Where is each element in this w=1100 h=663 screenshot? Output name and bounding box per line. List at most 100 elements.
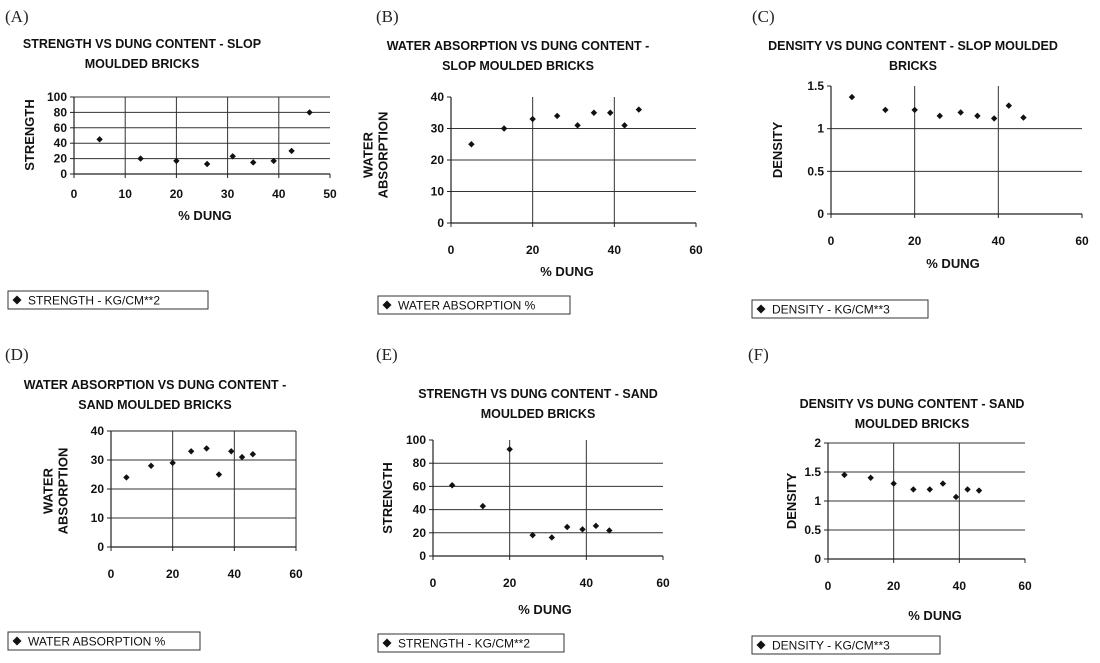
x-tick-label: 20 [526, 243, 540, 257]
x-tick-label: 40 [228, 567, 242, 581]
x-tick-label: 40 [608, 243, 622, 257]
data-point [592, 522, 600, 530]
chart-title-line: BRICKS [889, 59, 937, 73]
data-point [990, 115, 998, 122]
data-point [173, 157, 180, 165]
legend: DENSITY - KG/CM**3 [751, 635, 941, 655]
y-axis-label: WATER [41, 467, 56, 514]
legend-label: DENSITY - KG/CM**3 [772, 302, 890, 316]
data-point [890, 480, 897, 487]
x-tick-label: 30 [221, 187, 235, 201]
chart-title-line: MOULDED BRICKS [85, 57, 200, 71]
y-axis-label: DENSITY [770, 122, 785, 179]
data-point [964, 486, 971, 493]
x-tick-label: 20 [166, 567, 180, 581]
data-point [553, 112, 561, 120]
y-axis-label: ABSORPTION [376, 112, 391, 199]
data-point [500, 125, 508, 132]
data-point [123, 474, 130, 481]
legend-marker [756, 640, 766, 650]
data-point [882, 106, 889, 114]
data-point [249, 451, 257, 458]
x-axis-label: % DUNG [926, 256, 979, 271]
data-point [975, 487, 983, 494]
y-tick-label: 100 [406, 433, 426, 447]
chart-a: (A) STRENGTH VS DUNG CONTENT - SLOP MOULDE… [5, 7, 337, 310]
legend-label: STRENGTH - KG/CM**2 [28, 293, 160, 307]
x-tick-label: 10 [119, 187, 133, 201]
data-point [448, 482, 456, 489]
y-tick-label: 20 [431, 153, 445, 167]
x-tick-label: 40 [992, 234, 1006, 248]
y-tick-label: 20 [54, 152, 68, 166]
legend: WATER ABSORPTION % [7, 631, 201, 651]
chart-title-line: DENSITY VS DUNG CONTENT - SLOP MOULDED [768, 39, 1058, 53]
legend-box [7, 631, 201, 651]
legend-box [377, 633, 565, 653]
legend-label: DENSITY - KG/CM**3 [772, 638, 890, 652]
y-tick-label: 10 [431, 185, 445, 199]
x-axis-label: % DUNG [908, 608, 961, 623]
y-tick-label: 30 [91, 453, 105, 467]
data-point [187, 448, 195, 455]
data-point [867, 474, 874, 481]
y-tick-label: 0 [437, 216, 444, 230]
legend: WATER ABSORPTION % [377, 295, 571, 315]
data-point [96, 136, 103, 143]
legend-marker [756, 304, 766, 314]
x-axis-label: % DUNG [178, 208, 231, 223]
x-axis-label: % DUNG [518, 602, 571, 617]
legend: STRENGTH - KG/CM**2 [7, 290, 209, 310]
data-point [607, 109, 614, 116]
legend-marker [12, 295, 22, 305]
chart-title-line: STRENGTH VS DUNG CONTENT - SAND [418, 387, 658, 401]
y-axis-label: WATER [361, 131, 376, 178]
x-tick-label: 0 [430, 576, 437, 590]
data-point [147, 462, 155, 469]
x-tick-label: 60 [656, 576, 670, 590]
y-tick-label: 0 [60, 167, 67, 181]
data-point [926, 486, 933, 493]
data-point [468, 141, 475, 148]
y-tick-label: 60 [54, 121, 68, 135]
x-tick-label: 0 [448, 243, 455, 257]
y-axis-label: STRENGTH [22, 99, 37, 171]
x-tick-label: 50 [323, 187, 337, 201]
panel-label-a: (A) [5, 7, 29, 26]
data-point [841, 471, 848, 479]
panel-label-d: (D) [5, 345, 29, 364]
x-tick-label: 20 [170, 187, 184, 201]
data-point [574, 122, 581, 129]
legend-box [7, 290, 209, 310]
chart-f: (F) DENSITY VS DUNG CONTENT - SAND MOULDED… [748, 345, 1032, 655]
y-tick-label: 1.5 [807, 79, 824, 93]
data-point [238, 453, 246, 461]
x-tick-label: 0 [108, 567, 115, 581]
legend: STRENGTH - KG/CM**2 [377, 633, 565, 653]
legend-box [751, 299, 929, 319]
data-point [590, 109, 598, 116]
panel-label-c: (C) [752, 7, 775, 26]
y-tick-label: 40 [413, 503, 427, 517]
x-tick-label: 40 [953, 579, 967, 593]
chart-c: (C) DENSITY VS DUNG CONTENT - SLOP MOULDE… [751, 7, 1089, 319]
x-tick-label: 0 [71, 187, 78, 201]
y-axis-label: ABSORPTION [56, 448, 71, 535]
legend: DENSITY - KG/CM**3 [751, 299, 929, 319]
chart-title-line: WATER ABSORPTION VS DUNG CONTENT - [387, 39, 650, 53]
x-tick-label: 60 [1018, 579, 1032, 593]
y-axis-label: STRENGTH [380, 462, 395, 534]
data-point [506, 446, 513, 453]
data-point [250, 159, 257, 166]
chart-title-line: WATER ABSORPTION VS DUNG CONTENT - [24, 378, 287, 392]
x-axis-label: % DUNG [540, 264, 593, 279]
y-tick-label: 60 [413, 479, 427, 493]
x-tick-label: 20 [503, 576, 517, 590]
panel-label-e: (E) [376, 345, 398, 364]
legend-marker [382, 638, 392, 648]
data-point [1020, 114, 1027, 121]
data-point [529, 531, 536, 539]
data-point [288, 147, 295, 155]
data-point [563, 523, 571, 531]
chart-b: (B) WATER ABSORPTION VS DUNG CONTENT - SLO… [361, 7, 703, 315]
